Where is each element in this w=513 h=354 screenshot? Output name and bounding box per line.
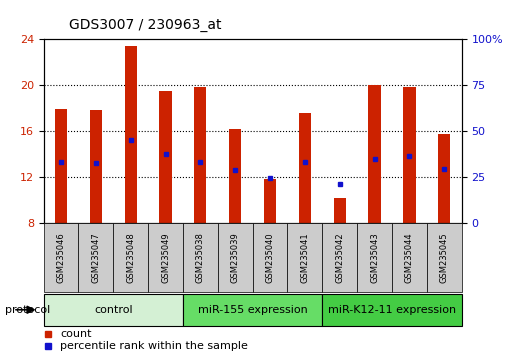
Text: GDS3007 / 230963_at: GDS3007 / 230963_at	[69, 18, 222, 32]
Bar	[368, 85, 381, 223]
Bar	[322, 294, 462, 326]
Bar	[264, 179, 276, 223]
Bar	[125, 46, 137, 223]
Bar	[90, 110, 102, 223]
Bar	[322, 223, 357, 292]
Bar	[183, 223, 218, 292]
Bar	[55, 109, 67, 223]
Text: GSM235043: GSM235043	[370, 232, 379, 283]
Bar	[194, 87, 207, 223]
Bar	[78, 223, 113, 292]
Text: GSM235040: GSM235040	[266, 232, 274, 283]
Text: GSM235048: GSM235048	[126, 232, 135, 283]
Bar	[438, 135, 450, 223]
Bar	[357, 223, 392, 292]
Bar	[287, 223, 322, 292]
Text: GSM235042: GSM235042	[336, 232, 344, 283]
Text: GSM235047: GSM235047	[91, 232, 101, 283]
Bar	[333, 198, 346, 223]
Bar	[392, 223, 427, 292]
Text: control: control	[94, 305, 132, 315]
Text: miR-155 expression: miR-155 expression	[198, 305, 307, 315]
Bar	[218, 223, 252, 292]
Text: GSM235039: GSM235039	[231, 232, 240, 283]
Text: GSM235046: GSM235046	[56, 232, 66, 283]
Bar	[229, 129, 241, 223]
Text: miR-K12-11 expression: miR-K12-11 expression	[328, 305, 456, 315]
Text: GSM235041: GSM235041	[301, 232, 309, 283]
Text: GSM235038: GSM235038	[196, 232, 205, 283]
Bar	[403, 87, 416, 223]
Text: percentile rank within the sample: percentile rank within the sample	[61, 341, 248, 351]
Bar	[44, 223, 78, 292]
Text: GSM235049: GSM235049	[161, 232, 170, 283]
Bar	[183, 294, 322, 326]
Text: count: count	[61, 329, 92, 339]
Bar	[427, 223, 462, 292]
Bar	[148, 223, 183, 292]
Bar	[299, 113, 311, 223]
Text: protocol: protocol	[5, 305, 50, 315]
Text: GSM235044: GSM235044	[405, 232, 414, 283]
Text: GSM235045: GSM235045	[440, 232, 449, 283]
Bar	[252, 223, 287, 292]
Bar	[160, 91, 172, 223]
Bar	[113, 223, 148, 292]
Bar	[44, 294, 183, 326]
